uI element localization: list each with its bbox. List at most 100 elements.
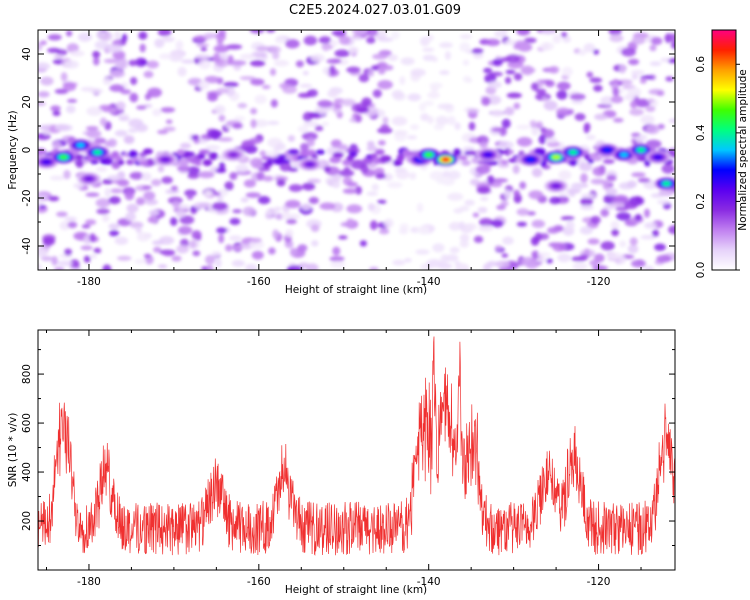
heatmap-cell <box>472 212 480 218</box>
heatmap-cell <box>123 135 135 145</box>
heatmap-cell <box>568 191 576 197</box>
heatmap-cell <box>216 87 230 94</box>
heatmap-cell <box>630 70 645 75</box>
heatmap-cell <box>288 184 303 192</box>
heatmap-cell <box>189 239 197 249</box>
heatmap-cell <box>177 66 187 77</box>
heatmap-cell <box>621 47 636 57</box>
heatmap-cell <box>590 178 606 185</box>
heatmap-cell <box>64 248 73 256</box>
heatmap-cell <box>541 30 555 35</box>
band-cell <box>348 150 358 158</box>
y-tick-label: 800 <box>21 364 33 384</box>
heatmap-cell <box>506 92 522 99</box>
heatmap-cell <box>504 106 515 116</box>
heatmap-cell <box>54 124 70 131</box>
heatmap-cell <box>138 31 148 40</box>
band-cell <box>587 158 594 164</box>
heatmap-cell <box>579 162 593 172</box>
heatmap-cell <box>107 44 123 53</box>
heatmap-cell <box>171 255 182 262</box>
band-cell <box>113 155 123 161</box>
heatmap-cell <box>616 212 631 221</box>
heatmap-cell <box>485 86 497 95</box>
heatmap-cell <box>81 224 91 229</box>
heatmap-cell <box>569 93 586 101</box>
heatmap-cell <box>528 190 544 200</box>
heatmap-cell <box>407 93 422 102</box>
heatmap-cell <box>253 119 269 128</box>
heatmap-cell <box>115 101 126 111</box>
heatmap-cell <box>448 221 462 231</box>
heatmap-cell <box>142 185 152 190</box>
heatmap-cell <box>579 226 593 235</box>
heatmap-cell <box>297 125 309 133</box>
heatmap-cell <box>314 125 324 132</box>
band-peak <box>637 147 645 153</box>
heatmap-cell <box>513 189 520 197</box>
snr-panel: -180 -160 -140 -120 200 400 600 800 Height of … <box>7 329 676 596</box>
heatmap-cell <box>600 208 610 217</box>
heatmap-cell <box>191 230 202 240</box>
heatmap-cell <box>161 176 173 184</box>
heatmap-cell <box>459 205 470 212</box>
x-tick-label: -180 <box>77 576 101 588</box>
heatmap-cell <box>580 204 594 211</box>
heatmap-cell <box>593 49 600 55</box>
heatmap-cell <box>186 193 194 200</box>
heatmap-cell <box>529 120 537 127</box>
heatmap-cell <box>102 214 110 222</box>
heatmap-cell <box>42 236 56 246</box>
heatmap-cell <box>342 188 358 194</box>
heatmap-cell <box>267 120 280 125</box>
heatmap-cell <box>467 108 480 113</box>
heatmap-cell <box>110 188 123 194</box>
heatmap-cell <box>249 30 265 34</box>
heatmap-cell <box>70 50 85 57</box>
heatmap-cell <box>269 46 282 54</box>
heatmap-cell <box>157 165 165 173</box>
heatmap-cell <box>415 249 430 255</box>
heatmap-cell <box>109 70 125 78</box>
heatmap-cell <box>387 181 403 189</box>
heatmap-cell <box>548 66 560 74</box>
heatmap-cell <box>378 69 386 75</box>
heatmap-cell <box>249 60 266 67</box>
heatmap-cell <box>644 265 655 270</box>
y-tick-label: 600 <box>21 413 33 433</box>
heatmap-cell <box>581 193 596 199</box>
heatmap-cell <box>272 229 279 239</box>
heatmap-cell <box>139 59 148 66</box>
heatmap-x-axis-label: Height of straight line (km) <box>285 284 427 296</box>
band-cell <box>375 149 385 156</box>
heatmap-cell <box>129 92 139 103</box>
heatmap-cell <box>216 227 228 234</box>
band-peak <box>59 154 68 160</box>
heatmap-cell <box>583 122 591 131</box>
heatmap-cell <box>649 61 662 66</box>
heatmap-cell <box>276 143 286 151</box>
heatmap-cell <box>647 98 655 103</box>
heatmap-cell <box>224 181 234 191</box>
heatmap-cell <box>303 35 318 46</box>
heatmap-cell <box>547 227 560 234</box>
heatmap-cell <box>535 88 547 95</box>
heatmap-cell <box>520 65 535 76</box>
heatmap-cell <box>233 245 242 251</box>
heatmap-cell <box>170 217 178 226</box>
band-peak <box>654 154 662 160</box>
heatmap-cell <box>85 192 100 197</box>
heatmap-cell <box>477 206 488 214</box>
heatmap-cell <box>399 227 409 235</box>
heatmap-cell <box>494 245 503 251</box>
heatmap-cell <box>619 240 627 248</box>
heatmap-cell <box>378 64 394 71</box>
heatmap-cell <box>114 236 129 245</box>
heatmap-cell <box>152 108 162 117</box>
heatmap-cell <box>329 39 338 47</box>
heatmap-cell <box>245 192 261 199</box>
heatmap-cell <box>250 78 265 86</box>
heatmap-cell <box>490 219 504 228</box>
heatmap-cell <box>129 171 144 180</box>
heatmap-cell <box>496 204 506 211</box>
